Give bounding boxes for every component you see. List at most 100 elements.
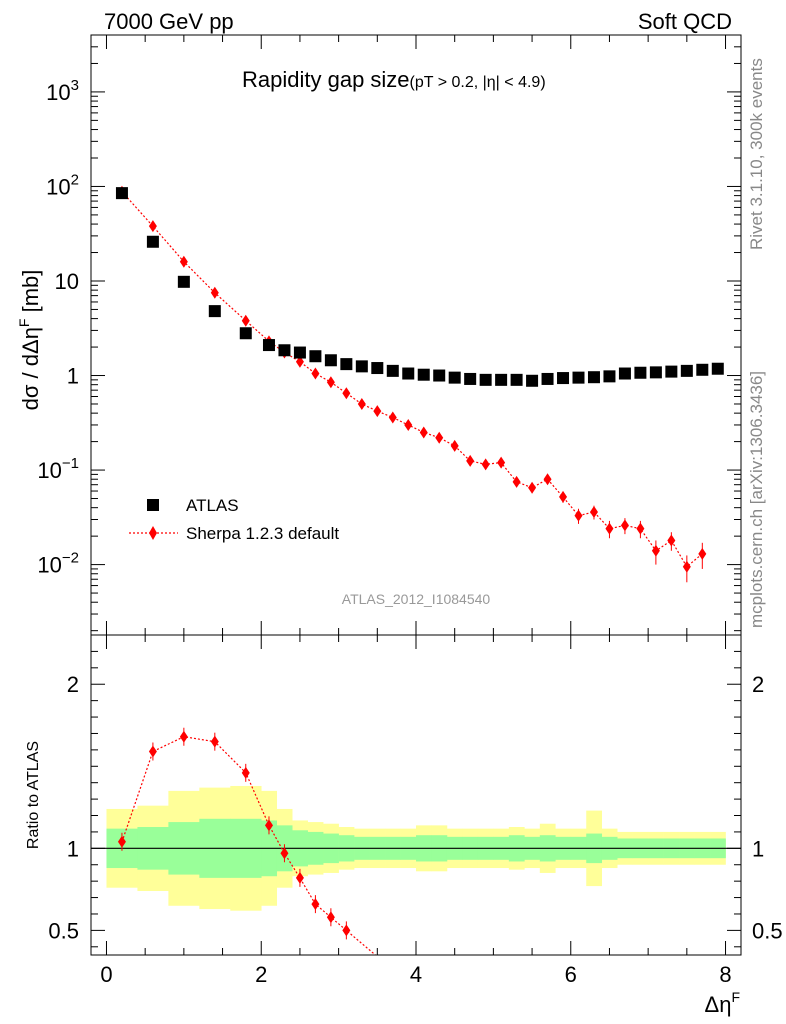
ratio-y-tick-label-right: 2: [752, 672, 764, 697]
main-y-tick-label-exp: 2: [71, 171, 79, 188]
ratio-x-tick-label: 4: [410, 962, 422, 987]
sherpa-point: [651, 544, 660, 557]
main-chart-title-cut: (pT > 0.2, |η| < 4.9): [410, 74, 546, 91]
atlas-point: [278, 344, 291, 357]
sherpa-point: [497, 456, 506, 469]
atlas-point: [386, 364, 399, 377]
atlas-point: [433, 369, 446, 382]
legend: ATLAS Sherpa 1.2.3 default: [129, 496, 339, 543]
main-chart-title: Rapidity gap size(pT > 0.2, |η| < 4.9): [242, 67, 546, 92]
ratio-sherpa-point: [311, 898, 320, 911]
sherpa-point: [241, 314, 250, 327]
ratio-panel: 0.5 0.5 1 1 2 2 0 2 4 6 8 Ratio to ATLAS ΔηF: [25, 634, 783, 1017]
ratio-y-tick-label-left: 2: [67, 672, 79, 697]
atlas-point: [696, 363, 709, 376]
main-y-tick-label-exp: −2: [62, 550, 79, 567]
main-marks: [115, 185, 724, 583]
sherpa-point: [667, 534, 676, 547]
main-y-tick-label-base: 10: [37, 553, 61, 578]
atlas-point: [239, 327, 252, 340]
atlas-point: [479, 373, 492, 386]
sherpa-point: [342, 387, 351, 400]
ratio-sherpa-point: [179, 730, 188, 743]
atlas-point: [557, 372, 570, 385]
sherpa-point: [419, 426, 428, 439]
ratio-sherpa-line: [121, 736, 376, 956]
sherpa-point: [388, 411, 397, 424]
ratio-x-tick-label: 8: [719, 962, 731, 987]
ratio-sherpa-point: [280, 847, 289, 860]
ratio-x-axis-label: ΔηF: [705, 989, 741, 1017]
atlas-point: [510, 373, 523, 386]
sherpa-point: [636, 522, 645, 535]
main-y-tick-label: 102: [46, 171, 79, 199]
ratio-x-tick-label: 0: [100, 962, 112, 987]
sherpa-point: [682, 560, 691, 573]
atlas-point: [541, 372, 554, 385]
main-y-axis-label-sup: F: [16, 319, 32, 328]
legend-atlas-marker: [147, 499, 159, 511]
sherpa-point: [404, 418, 413, 431]
sherpa-point: [450, 439, 459, 452]
ratio-sherpa-point: [148, 745, 157, 758]
ratio-y-tick-label-left: 0.5: [48, 918, 79, 943]
sherpa-point: [326, 376, 335, 389]
atlas-point: [526, 374, 539, 387]
mcplots-reference-label: mcplots.cern.ch [arXiv:1306.3436]: [747, 371, 766, 628]
main-y-tick-label: 10−1: [37, 455, 79, 483]
sherpa-point: [512, 475, 521, 488]
atlas-point: [680, 364, 693, 377]
atlas-point: [495, 373, 508, 386]
ratio-y-tick-label-right: 1: [752, 836, 764, 861]
atlas-point: [665, 365, 678, 378]
main-y-axis-label-text: dσ / dΔη: [18, 327, 43, 410]
sherpa-point: [148, 220, 157, 233]
main-y-tick-label-exp: 3: [71, 77, 79, 94]
atlas-point: [618, 367, 631, 380]
ratio-sherpa-point: [295, 871, 304, 884]
ratio-sherpa-point: [342, 924, 351, 937]
atlas-point: [711, 362, 724, 375]
atlas-point: [355, 360, 368, 373]
sherpa-point: [295, 355, 304, 368]
ratio-sherpa-point: [326, 911, 335, 924]
ratio-y-tick-label-right: 0.5: [752, 918, 783, 943]
ratio-sherpa-point: [210, 735, 219, 748]
sherpa-point: [574, 509, 583, 522]
atlas-point: [649, 366, 662, 379]
main-y-tick-label: 1: [67, 364, 79, 389]
atlas-point: [371, 362, 384, 375]
atlas-point: [464, 372, 477, 385]
ratio-sherpa-point: [264, 819, 273, 832]
sherpa-point: [466, 454, 475, 467]
main-y-tick-label: 10−2: [37, 550, 79, 578]
sherpa-point: [559, 490, 568, 503]
sherpa-point: [620, 519, 629, 532]
sherpa-point: [435, 431, 444, 444]
sherpa-point: [589, 506, 598, 519]
atlas-point: [634, 366, 647, 379]
sherpa-point: [698, 547, 707, 560]
legend-sherpa-label: Sherpa 1.2.3 default: [186, 524, 339, 543]
header-energy-label: 7000 GeV pp: [104, 9, 234, 34]
main-y-tick-label-base: 10: [55, 269, 79, 294]
atlas-point: [448, 371, 461, 384]
ratio-x-axis-label-text: Δη: [705, 992, 732, 1017]
atlas-point: [115, 187, 128, 200]
atlas-point: [146, 235, 159, 248]
ratio-sherpa-point: [241, 766, 250, 779]
atlas-point: [293, 346, 306, 359]
sherpa-point: [357, 397, 366, 410]
legend-atlas-label: ATLAS: [186, 496, 239, 515]
ratio-x-tick-label: 2: [255, 962, 267, 987]
sherpa-point: [373, 405, 382, 418]
atlas-point: [402, 367, 415, 380]
sherpa-point: [481, 458, 490, 471]
main-y-axis-label: dσ / dΔηF [mb]: [16, 270, 43, 411]
header-category-label: Soft QCD: [638, 9, 732, 34]
main-y-tick-label-base: 10: [46, 80, 70, 105]
ratio-sherpa-point: [117, 835, 126, 848]
sherpa-point: [528, 481, 537, 494]
sherpa-point: [179, 255, 188, 268]
